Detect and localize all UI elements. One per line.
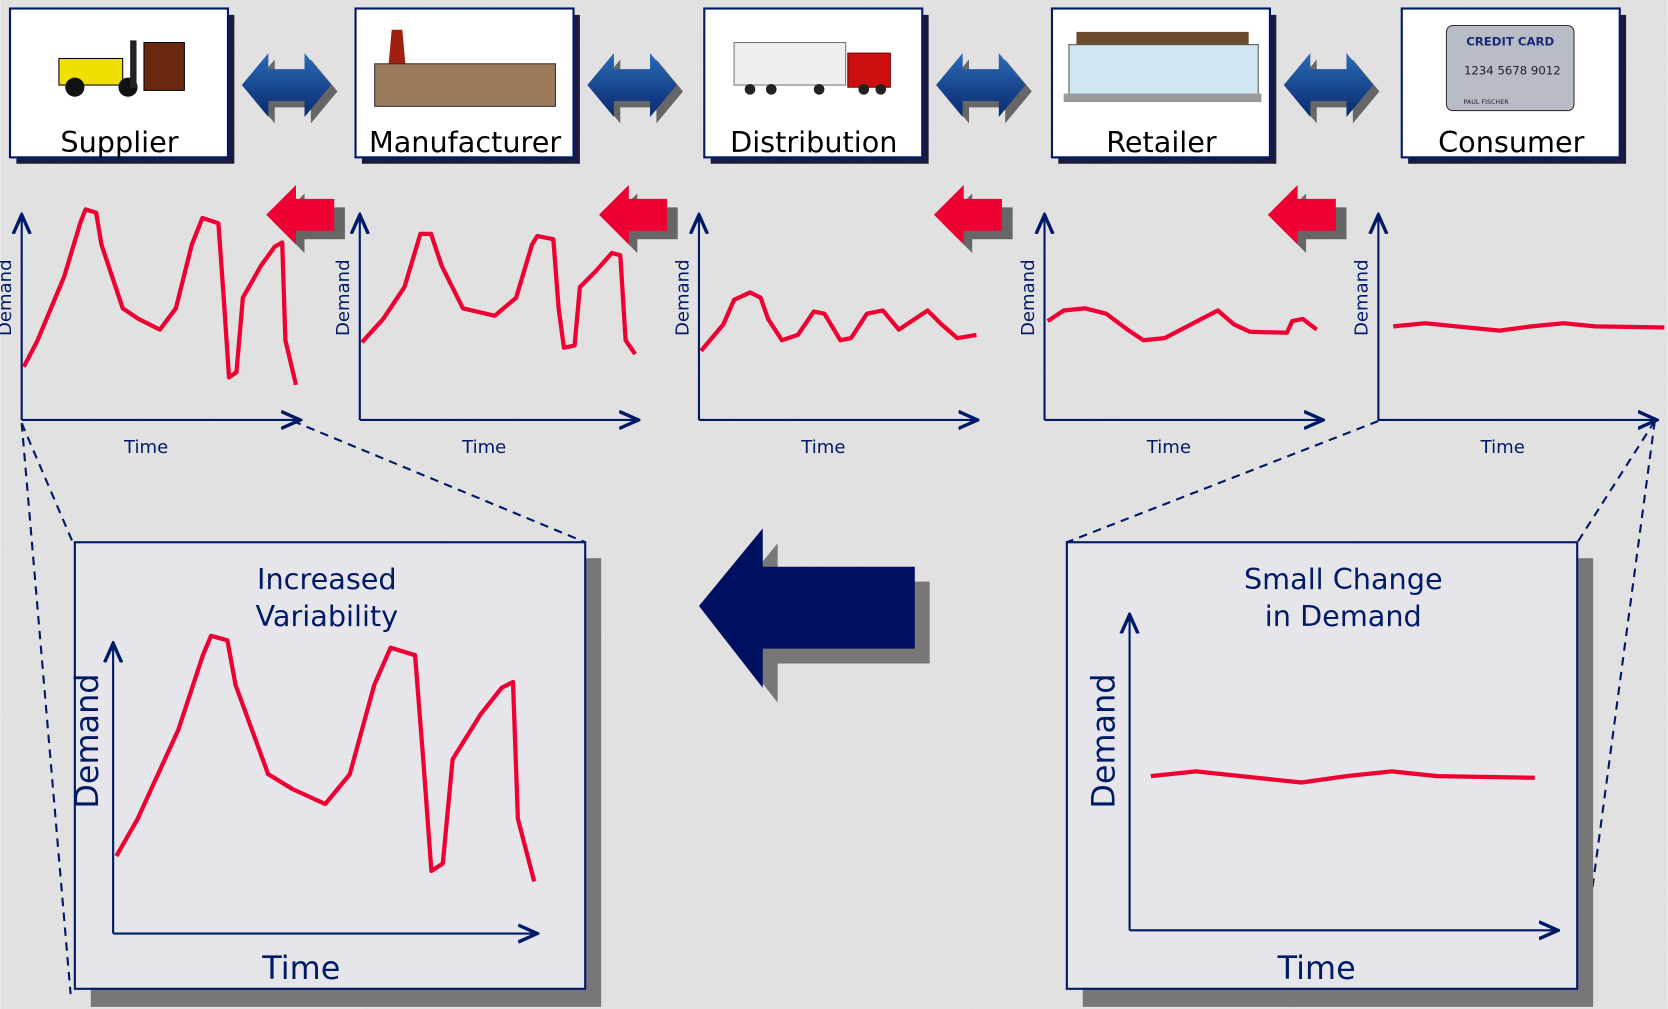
x-axis-label: Time [1480,437,1525,458]
mast [130,40,136,88]
wheel [814,84,825,95]
card-title: CREDIT CARD [1466,35,1554,49]
stage-label: Distribution [730,125,897,159]
wheel [65,78,84,97]
y-axis-label: Demand [672,259,693,336]
wheel [745,84,756,95]
card-number: 1234 5678 9012 [1464,63,1561,77]
x-axis-label: Time [261,949,340,987]
store-roof [1076,32,1248,45]
panel-title: Variability [256,599,399,633]
panel-title: Increased [257,562,397,596]
x-axis-label: Time [800,437,845,458]
store [1069,45,1258,98]
x-axis-label: Time [461,437,506,458]
stage-label: Manufacturer [369,125,561,159]
y-axis-label: Demand [68,673,106,808]
x-axis-label: Time [1277,949,1356,987]
wheel [858,84,869,95]
card-holder: PAUL FISCHER [1463,98,1509,106]
x-axis-label: Time [123,437,168,458]
stage-label: Retailer [1106,125,1217,159]
x-axis-label: Time [1146,437,1191,458]
truck-cab [848,53,891,87]
y-axis-label: Demand [333,259,354,336]
diagram: Supplier Manufacturer Distribution Retailer… [0,0,1668,1009]
wheel [875,84,886,95]
panel-title: Small Change [1244,562,1443,596]
forklift-crate [144,43,184,91]
truck-trailer [734,43,846,86]
factory [375,64,556,107]
stage-label: Consumer [1438,125,1584,159]
y-axis-label: Demand [1085,673,1123,808]
page: Supplier Manufacturer Distribution Retailer… [0,0,1668,1009]
stage-label: Supplier [60,125,178,159]
panel-title: in Demand [1265,599,1422,633]
y-axis-label: Demand [1352,259,1373,336]
y-axis-label: Demand [1018,259,1039,336]
wheel [766,84,777,95]
y-axis-label: Demand [0,259,16,336]
store-base [1064,94,1262,103]
